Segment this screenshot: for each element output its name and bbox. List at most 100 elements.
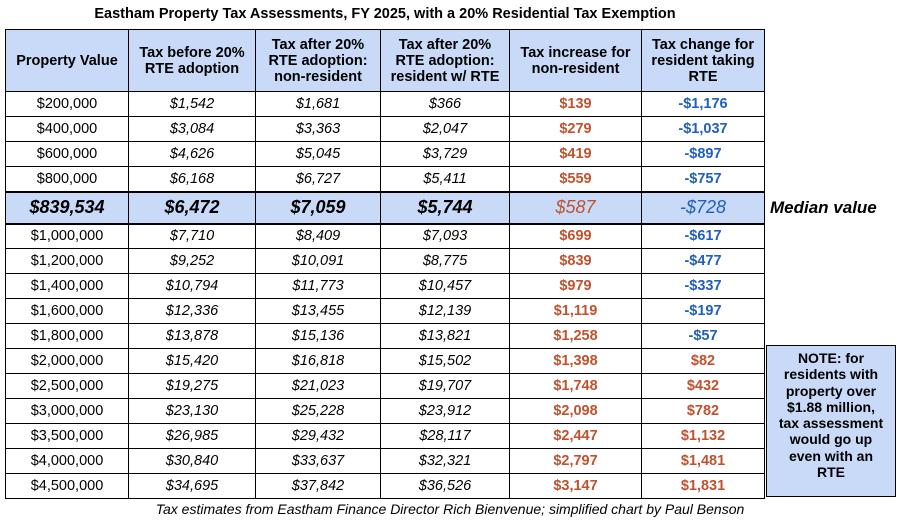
median-value-label: Median value xyxy=(770,198,877,217)
cell-tax-after-nonresident: $7,059 xyxy=(255,190,381,225)
cell-tax-before: $6,472 xyxy=(128,190,256,225)
cell-tax-after-resident: $23,912 xyxy=(380,398,510,424)
header-tax-before: Tax before 20% RTE adoption xyxy=(128,29,256,92)
cell-tax-increase: $699 xyxy=(509,223,642,249)
cell-tax-after-nonresident: $13,455 xyxy=(255,298,381,324)
note-line: even with an xyxy=(788,447,874,464)
cell-tax-change: -$1,037 xyxy=(641,116,765,142)
table-row: $1,600,000 $12,336 $13,455 $12,139 $1,119 -$1… xyxy=(5,298,765,324)
header-tax-increase-nonresident: Tax increase for non-resident xyxy=(509,29,642,92)
cell-tax-increase: $1,258 xyxy=(509,323,642,349)
cell-tax-increase: $279 xyxy=(509,116,642,142)
cell-tax-before: $23,130 xyxy=(128,398,256,424)
note-line: would go up xyxy=(789,431,873,448)
cell-tax-after-resident: $28,117 xyxy=(380,423,510,449)
cell-tax-after-nonresident: $3,363 xyxy=(255,116,381,142)
header-property-value: Property Value xyxy=(5,29,129,92)
cell-tax-after-nonresident: $8,409 xyxy=(255,223,381,249)
cell-tax-increase: $559 xyxy=(509,166,642,192)
table-row: $1,800,000 $13,878 $15,136 $13,821 $1,258 -$5… xyxy=(5,323,765,349)
cell-tax-after-nonresident: $33,637 xyxy=(255,448,381,474)
cell-tax-change: -$1,176 xyxy=(641,91,765,117)
cell-tax-change: -$728 xyxy=(641,190,765,225)
cell-tax-change: $1,481 xyxy=(641,448,765,474)
cell-tax-after-resident: $32,321 xyxy=(380,448,510,474)
cell-tax-increase: $979 xyxy=(509,273,642,299)
cell-property-value: $4,500,000 xyxy=(5,473,129,499)
cell-property-value: $1,200,000 xyxy=(5,248,129,274)
cell-tax-before: $6,168 xyxy=(128,166,256,192)
table-row: $3,000,000 $23,130 $25,228 $23,912 $2,098 $78… xyxy=(5,398,765,424)
cell-tax-increase: $139 xyxy=(509,91,642,117)
table-row: $200,000 $1,542 $1,681 $366 $139 -$1,176 xyxy=(5,91,765,117)
cell-tax-change: -$757 xyxy=(641,166,765,192)
cell-tax-change: $1,132 xyxy=(641,423,765,449)
cell-tax-increase: $3,147 xyxy=(509,473,642,499)
cell-property-value: $400,000 xyxy=(5,116,129,142)
cell-tax-before: $19,275 xyxy=(128,373,256,399)
cell-property-value: $1,000,000 xyxy=(5,223,129,249)
table-row: $400,000 $3,084 $3,363 $2,047 $279 -$1,037 xyxy=(5,116,765,142)
note-line: RTE xyxy=(817,464,845,481)
cell-tax-after-nonresident: $10,091 xyxy=(255,248,381,274)
cell-tax-after-resident: $19,707 xyxy=(380,373,510,399)
tax-table: Property Value Tax before 20% RTE adopti… xyxy=(5,29,765,499)
cell-property-value: $839,534 xyxy=(5,190,129,225)
cell-tax-before: $12,336 xyxy=(128,298,256,324)
cell-tax-after-nonresident: $6,727 xyxy=(255,166,381,192)
cell-tax-increase: $839 xyxy=(509,248,642,274)
cell-tax-increase: $2,447 xyxy=(509,423,642,449)
note-box: NOTE: for residents with property over $1.8… xyxy=(766,345,896,497)
note-line: property over xyxy=(785,382,877,399)
cell-tax-after-resident: $5,744 xyxy=(380,190,510,225)
table-row: $4,000,000 $30,840 $33,637 $32,321 $2,797 $1,… xyxy=(5,448,765,474)
cell-property-value: $3,500,000 xyxy=(5,423,129,449)
cell-property-value: $2,500,000 xyxy=(5,373,129,399)
cell-tax-after-nonresident: $29,432 xyxy=(255,423,381,449)
cell-tax-after-resident: $2,047 xyxy=(380,116,510,142)
header-tax-after-nonresident: Tax after 20% RTE adoption: non-resident xyxy=(255,29,381,92)
cell-tax-before: $34,695 xyxy=(128,473,256,499)
table-body: $200,000 $1,542 $1,681 $366 $139 -$1,176 $400,… xyxy=(5,91,765,499)
cell-property-value: $4,000,000 xyxy=(5,448,129,474)
table-row: $2,000,000 $15,420 $16,818 $15,502 $1,398 $82 xyxy=(5,348,765,374)
cell-property-value: $600,000 xyxy=(5,141,129,167)
table-row: $3,500,000 $26,985 $29,432 $28,117 $2,447 $1,… xyxy=(5,423,765,449)
note-line: residents with xyxy=(783,366,879,383)
cell-tax-after-nonresident: $37,842 xyxy=(255,473,381,499)
cell-property-value: $800,000 xyxy=(5,166,129,192)
cell-tax-change: -$337 xyxy=(641,273,765,299)
median-row: $839,534 $6,472 $7,059 $5,744 $587 -$728 xyxy=(5,190,765,225)
cell-tax-change: -$617 xyxy=(641,223,765,249)
cell-tax-increase: $1,119 xyxy=(509,298,642,324)
cell-tax-change: -$197 xyxy=(641,298,765,324)
cell-property-value: $3,000,000 xyxy=(5,398,129,424)
cell-tax-after-nonresident: $1,681 xyxy=(255,91,381,117)
cell-property-value: $2,000,000 xyxy=(5,348,129,374)
cell-tax-change: $782 xyxy=(641,398,765,424)
cell-tax-before: $3,084 xyxy=(128,116,256,142)
cell-tax-before: $4,626 xyxy=(128,141,256,167)
cell-tax-before: $26,985 xyxy=(128,423,256,449)
cell-property-value: $1,800,000 xyxy=(5,323,129,349)
table-row: $1,200,000 $9,252 $10,091 $8,775 $839 -$477 xyxy=(5,248,765,274)
table-title: Eastham Property Tax Assessments, FY 202… xyxy=(94,6,676,22)
cell-tax-after-resident: $8,775 xyxy=(380,248,510,274)
cell-tax-before: $10,794 xyxy=(128,273,256,299)
cell-tax-change: $432 xyxy=(641,373,765,399)
header-tax-change-resident: Tax change for resident taking RTE xyxy=(641,29,765,92)
source-footer: Tax estimates from Eastham Finance Direc… xyxy=(155,501,745,517)
header-tax-after-resident: Tax after 20% RTE adoption: resident w/ … xyxy=(380,29,510,92)
table-row: $4,500,000 $34,695 $37,842 $36,526 $3,147 $1,… xyxy=(5,473,765,499)
cell-tax-after-resident: $3,729 xyxy=(380,141,510,167)
table-row: $1,000,000 $7,710 $8,409 $7,093 $699 -$617 xyxy=(5,223,765,249)
cell-tax-increase: $419 xyxy=(509,141,642,167)
cell-tax-change: -$897 xyxy=(641,141,765,167)
cell-property-value: $1,600,000 xyxy=(5,298,129,324)
cell-tax-change: -$57 xyxy=(641,323,765,349)
cell-tax-before: $7,710 xyxy=(128,223,256,249)
table-row: $800,000 $6,168 $6,727 $5,411 $559 -$757 xyxy=(5,166,765,192)
cell-tax-after-resident: $36,526 xyxy=(380,473,510,499)
table-row: $1,400,000 $10,794 $11,773 $10,457 $979 -$337 xyxy=(5,273,765,299)
cell-tax-after-nonresident: $11,773 xyxy=(255,273,381,299)
